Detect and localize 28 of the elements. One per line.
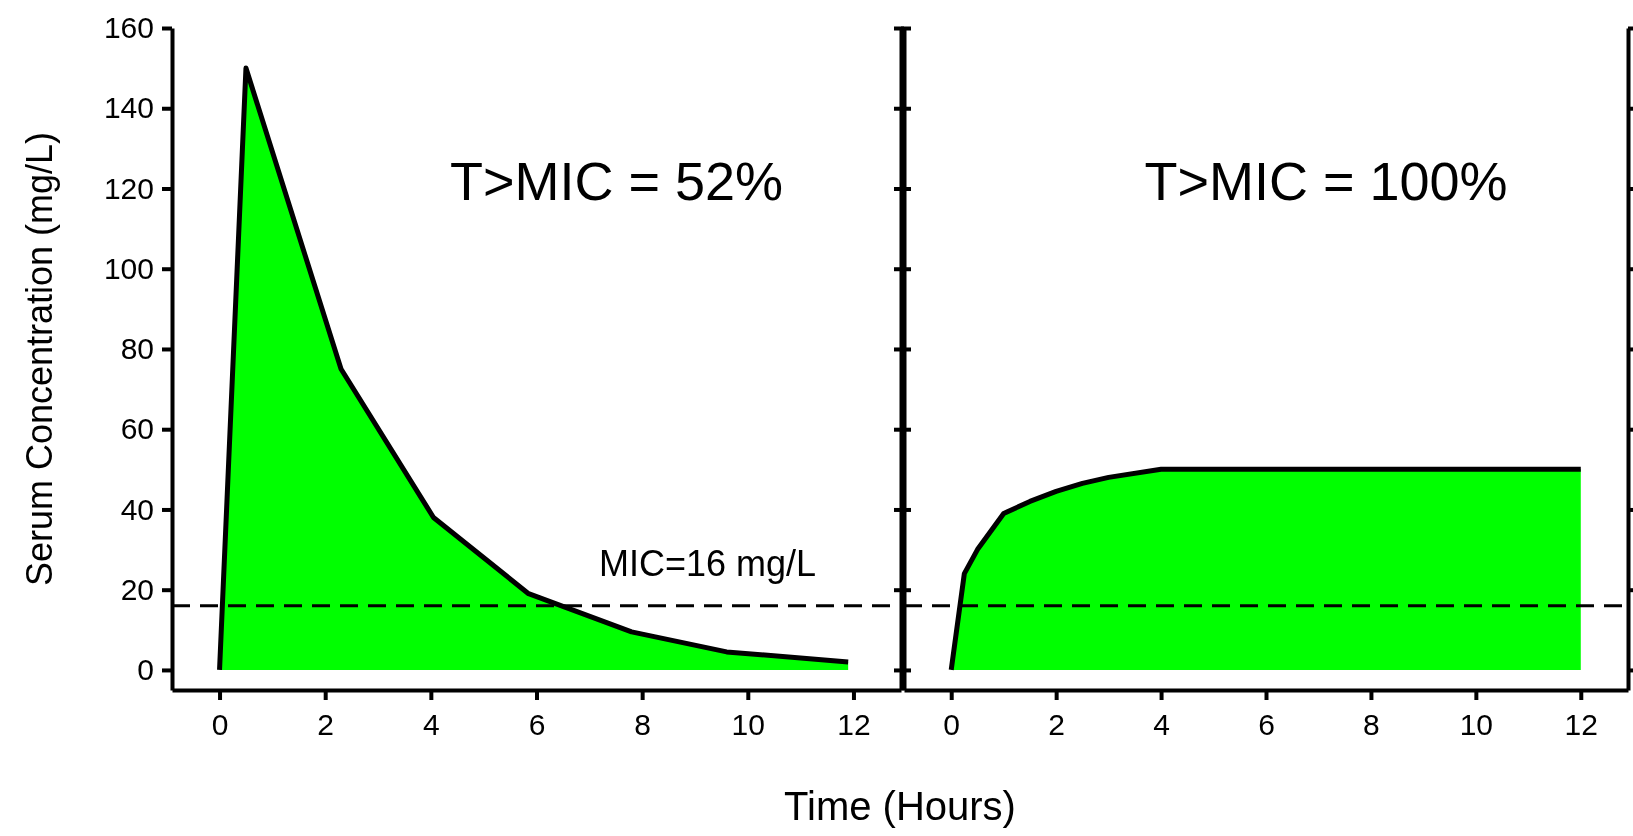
y-tick-label: 20 (120, 572, 154, 606)
y-tick-label: 40 (120, 492, 154, 526)
y-tick-label: 160 (103, 11, 154, 45)
annotation: T>MIC = 100% (1144, 151, 1508, 211)
x-tick-label: 12 (1564, 708, 1598, 742)
x-tick-label: 2 (1048, 708, 1065, 742)
x-tick-label: 10 (1459, 708, 1494, 742)
ref-line-label: MIC=16 mg/L (598, 542, 816, 584)
y-tick-label: 80 (120, 332, 154, 366)
annotation: T>MIC = 52% (449, 151, 784, 211)
x-tick-label: 12 (837, 708, 871, 742)
y-tick-label: 140 (103, 91, 154, 125)
y-tick-label: 0 (137, 653, 154, 687)
x-tick-label: 0 (211, 708, 229, 742)
y-axis-title: Serum Concentration (mg/L) (19, 131, 60, 587)
x-tick-label: 10 (731, 708, 765, 742)
x-tick-label: 8 (1363, 708, 1380, 742)
x-tick-label: 0 (943, 708, 961, 742)
x-tick-label: 6 (528, 708, 546, 742)
x-tick-label: 2 (317, 708, 335, 742)
y-tick-label: 100 (103, 251, 154, 285)
x-tick-label: 6 (1258, 708, 1275, 742)
y-tick-label: 120 (103, 171, 154, 205)
x-tick-label: 4 (423, 708, 440, 742)
x-tick-label: 8 (634, 708, 651, 742)
x-tick-label: 4 (1153, 708, 1170, 742)
x-axis-title: Time (Hours) (784, 784, 1016, 828)
y-tick-label: 60 (120, 412, 154, 446)
